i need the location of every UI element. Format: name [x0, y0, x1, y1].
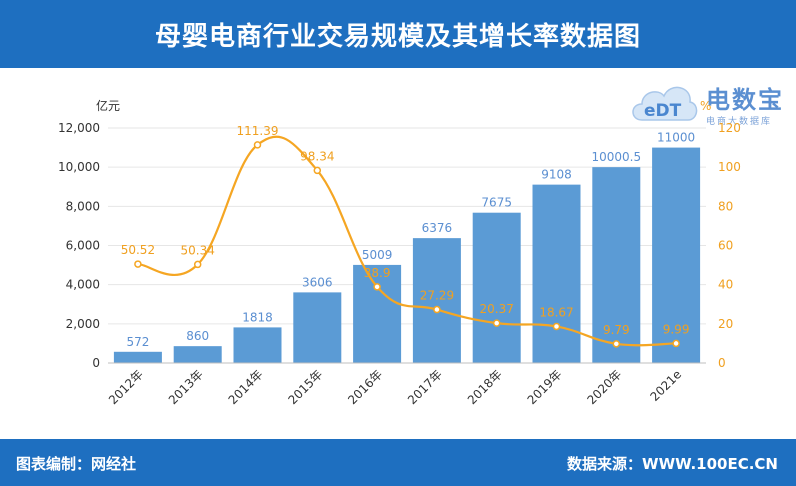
footer-bar: 图表编制：网经社 数据来源：WWW.100EC.CN — [0, 439, 796, 486]
bar — [293, 292, 342, 363]
left-axis-unit: 亿元 — [96, 98, 120, 113]
growth-rate-label: 38.9 — [364, 266, 391, 280]
bar — [412, 238, 461, 363]
compiled-by: 图表编制：网经社 — [16, 455, 137, 473]
cloud-logo-icon: eDT — [632, 86, 698, 121]
bar — [652, 147, 701, 363]
chart-title: 母婴电商行业交易规模及其增长率数据图 — [0, 0, 796, 68]
right-tick-label: 100 — [718, 160, 741, 174]
growth-rate-point — [134, 260, 142, 268]
growth-rate-label: 20.37 — [480, 302, 514, 316]
growth-rate-point — [193, 260, 202, 269]
chart-area: 572 860 1818 3606 5009 6376 7675 9108 10000.5 110… — [58, 98, 741, 407]
x-tick-label: 2019年 — [525, 367, 565, 407]
bar-value-label: 6376 — [422, 221, 453, 235]
growth-rate-points — [134, 141, 680, 348]
growth-rate-label: 27.29 — [420, 289, 454, 303]
x-tick-label: 2018年 — [465, 367, 505, 407]
bar-value-label: 7675 — [481, 196, 512, 210]
left-tick-label: 0 — [92, 356, 100, 370]
growth-rate-point — [313, 166, 322, 175]
bar — [353, 264, 402, 363]
logo-name: 电数宝 — [706, 86, 784, 114]
x-tick-label: 2021e — [648, 367, 685, 404]
data-source: 数据来源：WWW.100EC.CN — [567, 455, 778, 473]
x-tick-label: 2016年 — [345, 367, 385, 407]
x-tick-label: 2020年 — [584, 367, 624, 407]
bar-value-label: 860 — [186, 329, 209, 343]
logo: eDT 电数宝 电商大数据库 — [628, 74, 792, 136]
growth-rate-label: 18.67 — [539, 305, 573, 319]
growth-rate-point — [373, 283, 381, 291]
x-tick-label: 2017年 — [405, 367, 445, 407]
growth-rate-label: 50.52 — [121, 243, 155, 257]
bar-value-label: 9108 — [541, 168, 572, 182]
right-axis-ticks: 0 20 40 60 80 100 120 — [718, 121, 741, 370]
bar — [532, 184, 581, 363]
bar-series — [113, 147, 701, 363]
logo-mark: eDT — [644, 101, 682, 121]
left-tick-label: 12,000 — [58, 121, 100, 135]
bar-value-label: 1818 — [242, 310, 273, 324]
bar-value-label: 5009 — [362, 248, 393, 262]
right-tick-label: 120 — [718, 121, 741, 135]
right-tick-label: 20 — [718, 317, 733, 331]
growth-rate-label: 9.99 — [663, 322, 690, 336]
right-tick-label: 60 — [718, 239, 733, 253]
bar-value-label: 572 — [126, 335, 149, 349]
right-tick-label: 40 — [718, 278, 733, 292]
left-axis-ticks: 0 2,000 4,000 6,000 8,000 10,000 12,000 — [58, 121, 100, 370]
right-tick-label: 0 — [718, 356, 726, 370]
right-axis-unit: % — [700, 99, 711, 113]
x-tick-label: 2013年 — [166, 367, 206, 407]
right-tick-label: 80 — [718, 199, 733, 213]
bar-value-label: 11000 — [657, 131, 695, 145]
growth-rate-point — [253, 141, 262, 149]
growth-rate-label: 98.34 — [300, 149, 334, 163]
growth-rate-point — [492, 319, 501, 327]
growth-rate-labels: 50.52 50.34 111.39 98.34 38.9 27.29 20.37 18.67… — [121, 124, 690, 337]
growth-rate-label: 111.39 — [237, 124, 279, 138]
growth-rate-point — [552, 322, 561, 331]
bar — [113, 351, 162, 363]
bar-value-labels: 572 860 1818 3606 5009 6376 7675 9108 10000.5 110… — [126, 131, 695, 349]
bar-value-label: 3606 — [302, 275, 333, 289]
left-tick-label: 6,000 — [66, 239, 100, 253]
growth-rate-label: 9.79 — [603, 323, 630, 337]
bar — [173, 346, 222, 363]
growth-rate-label: 50.34 — [181, 243, 215, 257]
growth-rate-point — [433, 305, 441, 314]
growth-rate-point — [612, 340, 621, 348]
left-tick-label: 2,000 — [66, 317, 100, 331]
bar — [233, 327, 282, 363]
x-tick-label: 2014年 — [226, 367, 266, 407]
bar — [472, 212, 521, 363]
left-tick-label: 8,000 — [66, 199, 100, 213]
logo-subtitle: 电商大数据库 — [706, 117, 773, 127]
growth-rate-point — [672, 339, 680, 348]
left-tick-label: 4,000 — [66, 278, 100, 292]
bar-value-label: 10000.5 — [591, 150, 641, 164]
left-tick-label: 10,000 — [58, 160, 100, 174]
bar — [592, 167, 641, 363]
x-tick-label: 2015年 — [285, 367, 325, 407]
x-axis-ticks: 2012年 2013年 2014年 2015年 2016年 2017年 2018年 2019年… — [106, 367, 684, 407]
x-tick-label: 2012年 — [106, 367, 146, 407]
